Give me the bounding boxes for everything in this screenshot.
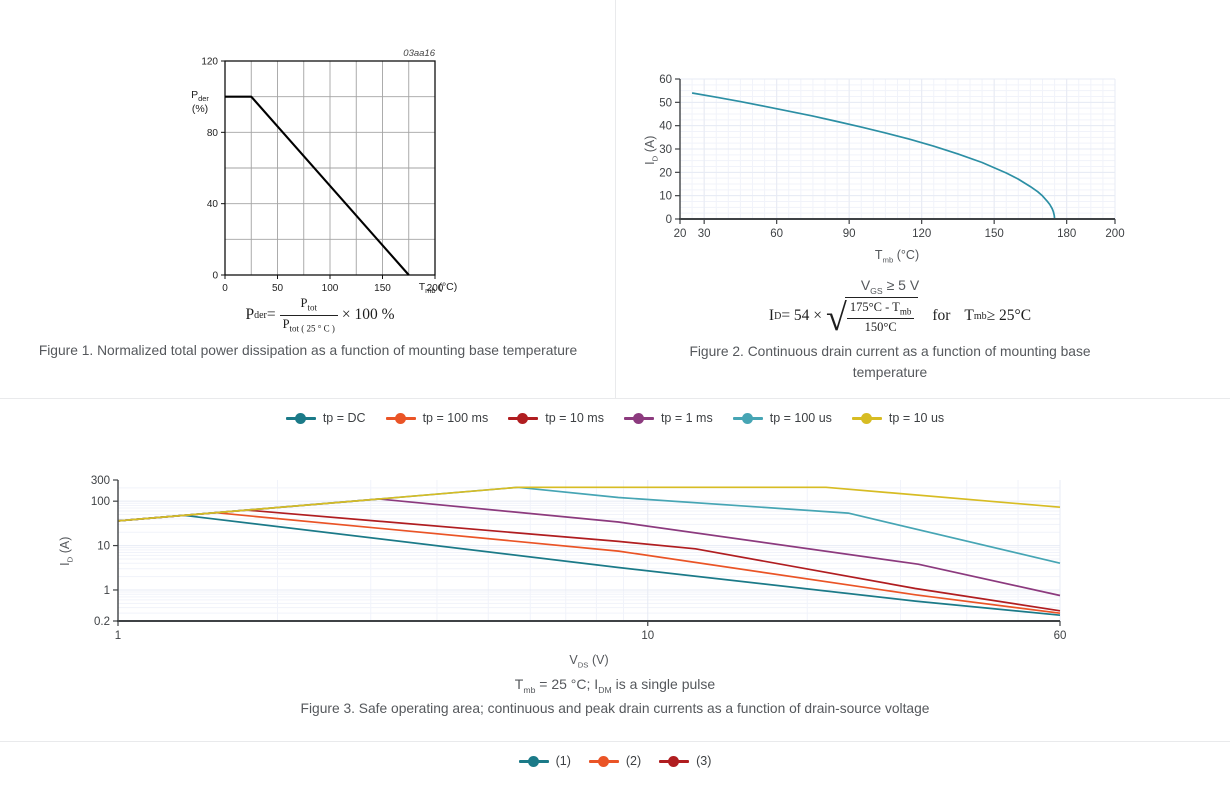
svg-text:50: 50 [659,97,672,109]
figure1-y-axis-label: Pder (%) [191,89,209,116]
legend-marker-icon [385,412,416,424]
figure1-x-axis-label: Tmb (°C) [418,281,458,296]
horizontal-divider-2 [0,741,1230,742]
figure3-conditions-note: Tmb = 25 °C; IDM is a single pulse [514,676,716,695]
svg-text:200: 200 [1105,228,1124,240]
svg-text:30: 30 [698,228,711,240]
legend-label: tp = 10 ms [545,411,604,425]
figure3-y-axis-title: ID (A) [57,536,75,566]
figure3-x-axis-title: VDS (V) [569,653,609,670]
svg-text:100: 100 [91,496,110,508]
legend-label: (2) [625,754,642,768]
figure1-chart: 0 50 100 150 200 0 40 80 120 03aa16 [188,45,478,310]
svg-text:40: 40 [659,121,672,133]
legend-marker-icon [285,412,316,424]
legend-item[interactable]: tp = 100 ms [385,411,489,425]
figure3-chart: 1 10 60 0.2 1 10 100 300 ID (A) VDS (V) [55,465,1085,680]
svg-text:0: 0 [222,283,228,294]
svg-text:0: 0 [212,271,218,282]
svg-text:1: 1 [115,630,121,642]
svg-text:10: 10 [97,541,110,553]
svg-text:150: 150 [985,228,1004,240]
svg-text:200: 200 [427,283,444,294]
legend-label: tp = DC [322,411,366,425]
legend-item[interactable]: tp = DC [285,411,366,425]
svg-text:300: 300 [91,475,110,487]
legend-item[interactable]: tp = 10 ms [508,411,604,425]
svg-text:0: 0 [666,214,672,226]
figure2-formula-radicand: 175°C - Tmb 150°C [844,296,919,335]
svg-text:0.2: 0.2 [94,616,110,628]
svg-text:10: 10 [641,630,654,642]
svg-text:20: 20 [659,167,672,179]
svg-text:60: 60 [770,228,783,240]
legend-item[interactable]: tp = 100 us [732,411,832,425]
legend-marker-icon [508,412,539,424]
legend-item[interactable]: tp = 1 ms [623,411,713,425]
legend-marker-icon [588,755,619,767]
figure2-x-axis-title: Tmb (°C) [874,248,920,265]
svg-text:60: 60 [1054,630,1067,642]
figure2-condition: VGS ≥ 5 V [860,277,920,296]
legend-label: tp = 10 us [888,411,945,425]
svg-text:100: 100 [322,283,339,294]
svg-text:20: 20 [674,228,687,240]
radical-sign: √ [826,297,847,339]
svg-text:90: 90 [843,228,856,240]
legend-marker-icon [518,755,549,767]
figure1-caption: Figure 1. Normalized total power dissipa… [38,343,578,358]
legend-marker-icon [623,412,654,424]
vertical-divider [615,0,616,398]
figure4-legend: (1) (2) (3) [0,754,1230,768]
legend-marker-icon [732,412,763,424]
svg-text:1: 1 [104,585,110,597]
svg-text:30: 30 [659,144,672,156]
svg-text:120: 120 [912,228,931,240]
legend-item[interactable]: (3) [659,754,711,768]
legend-item[interactable]: (1) [518,754,571,768]
figure3-caption: Figure 3. Safe operating area; continuou… [300,701,930,716]
legend-label: (3) [696,754,712,768]
legend-marker-icon [659,755,690,767]
svg-text:180: 180 [1057,228,1076,240]
figure2-chart: 20 30 60 90 120 150 180 200 0 10 20 30 40 50 60 ID (A)… [640,58,1140,270]
horizontal-divider-1 [0,398,1230,399]
svg-text:60: 60 [659,74,672,86]
figure3-legend: tp = DC tp = 100 ms tp = 10 ms tp = 1 ms tp … [0,411,1230,425]
legend-item[interactable]: (2) [588,754,642,768]
figure1-plot: 0 50 100 150 200 0 40 80 120 03aa16 [201,48,444,294]
svg-text:40: 40 [207,199,219,210]
svg-text:03aa16: 03aa16 [403,48,435,59]
legend-label: tp = 100 ms [422,411,489,425]
figure1-formula-fraction: Ptot Ptot ( 25 ° C ) [279,295,338,334]
legend-marker-icon [851,412,882,424]
legend-label: tp = 100 us [769,411,832,425]
svg-text:80: 80 [207,128,219,139]
svg-text:10: 10 [659,191,672,203]
figure2-y-axis-title: ID (A) [642,135,660,165]
figure2-caption: Figure 2. Continuous drain current as a … [689,344,1091,380]
legend-item[interactable]: tp = 10 us [851,411,945,425]
figure3-plot[interactable]: 1 10 60 0.2 1 10 100 300 [55,465,1085,680]
figure2-plot[interactable]: 20 30 60 90 120 150 180 200 0 10 20 30 40 50 60 [640,58,1140,270]
legend-label: (1) [555,754,571,768]
svg-text:120: 120 [201,57,218,68]
svg-text:50: 50 [272,283,284,294]
legend-label: tp = 1 ms [660,411,713,425]
svg-text:150: 150 [374,283,391,294]
